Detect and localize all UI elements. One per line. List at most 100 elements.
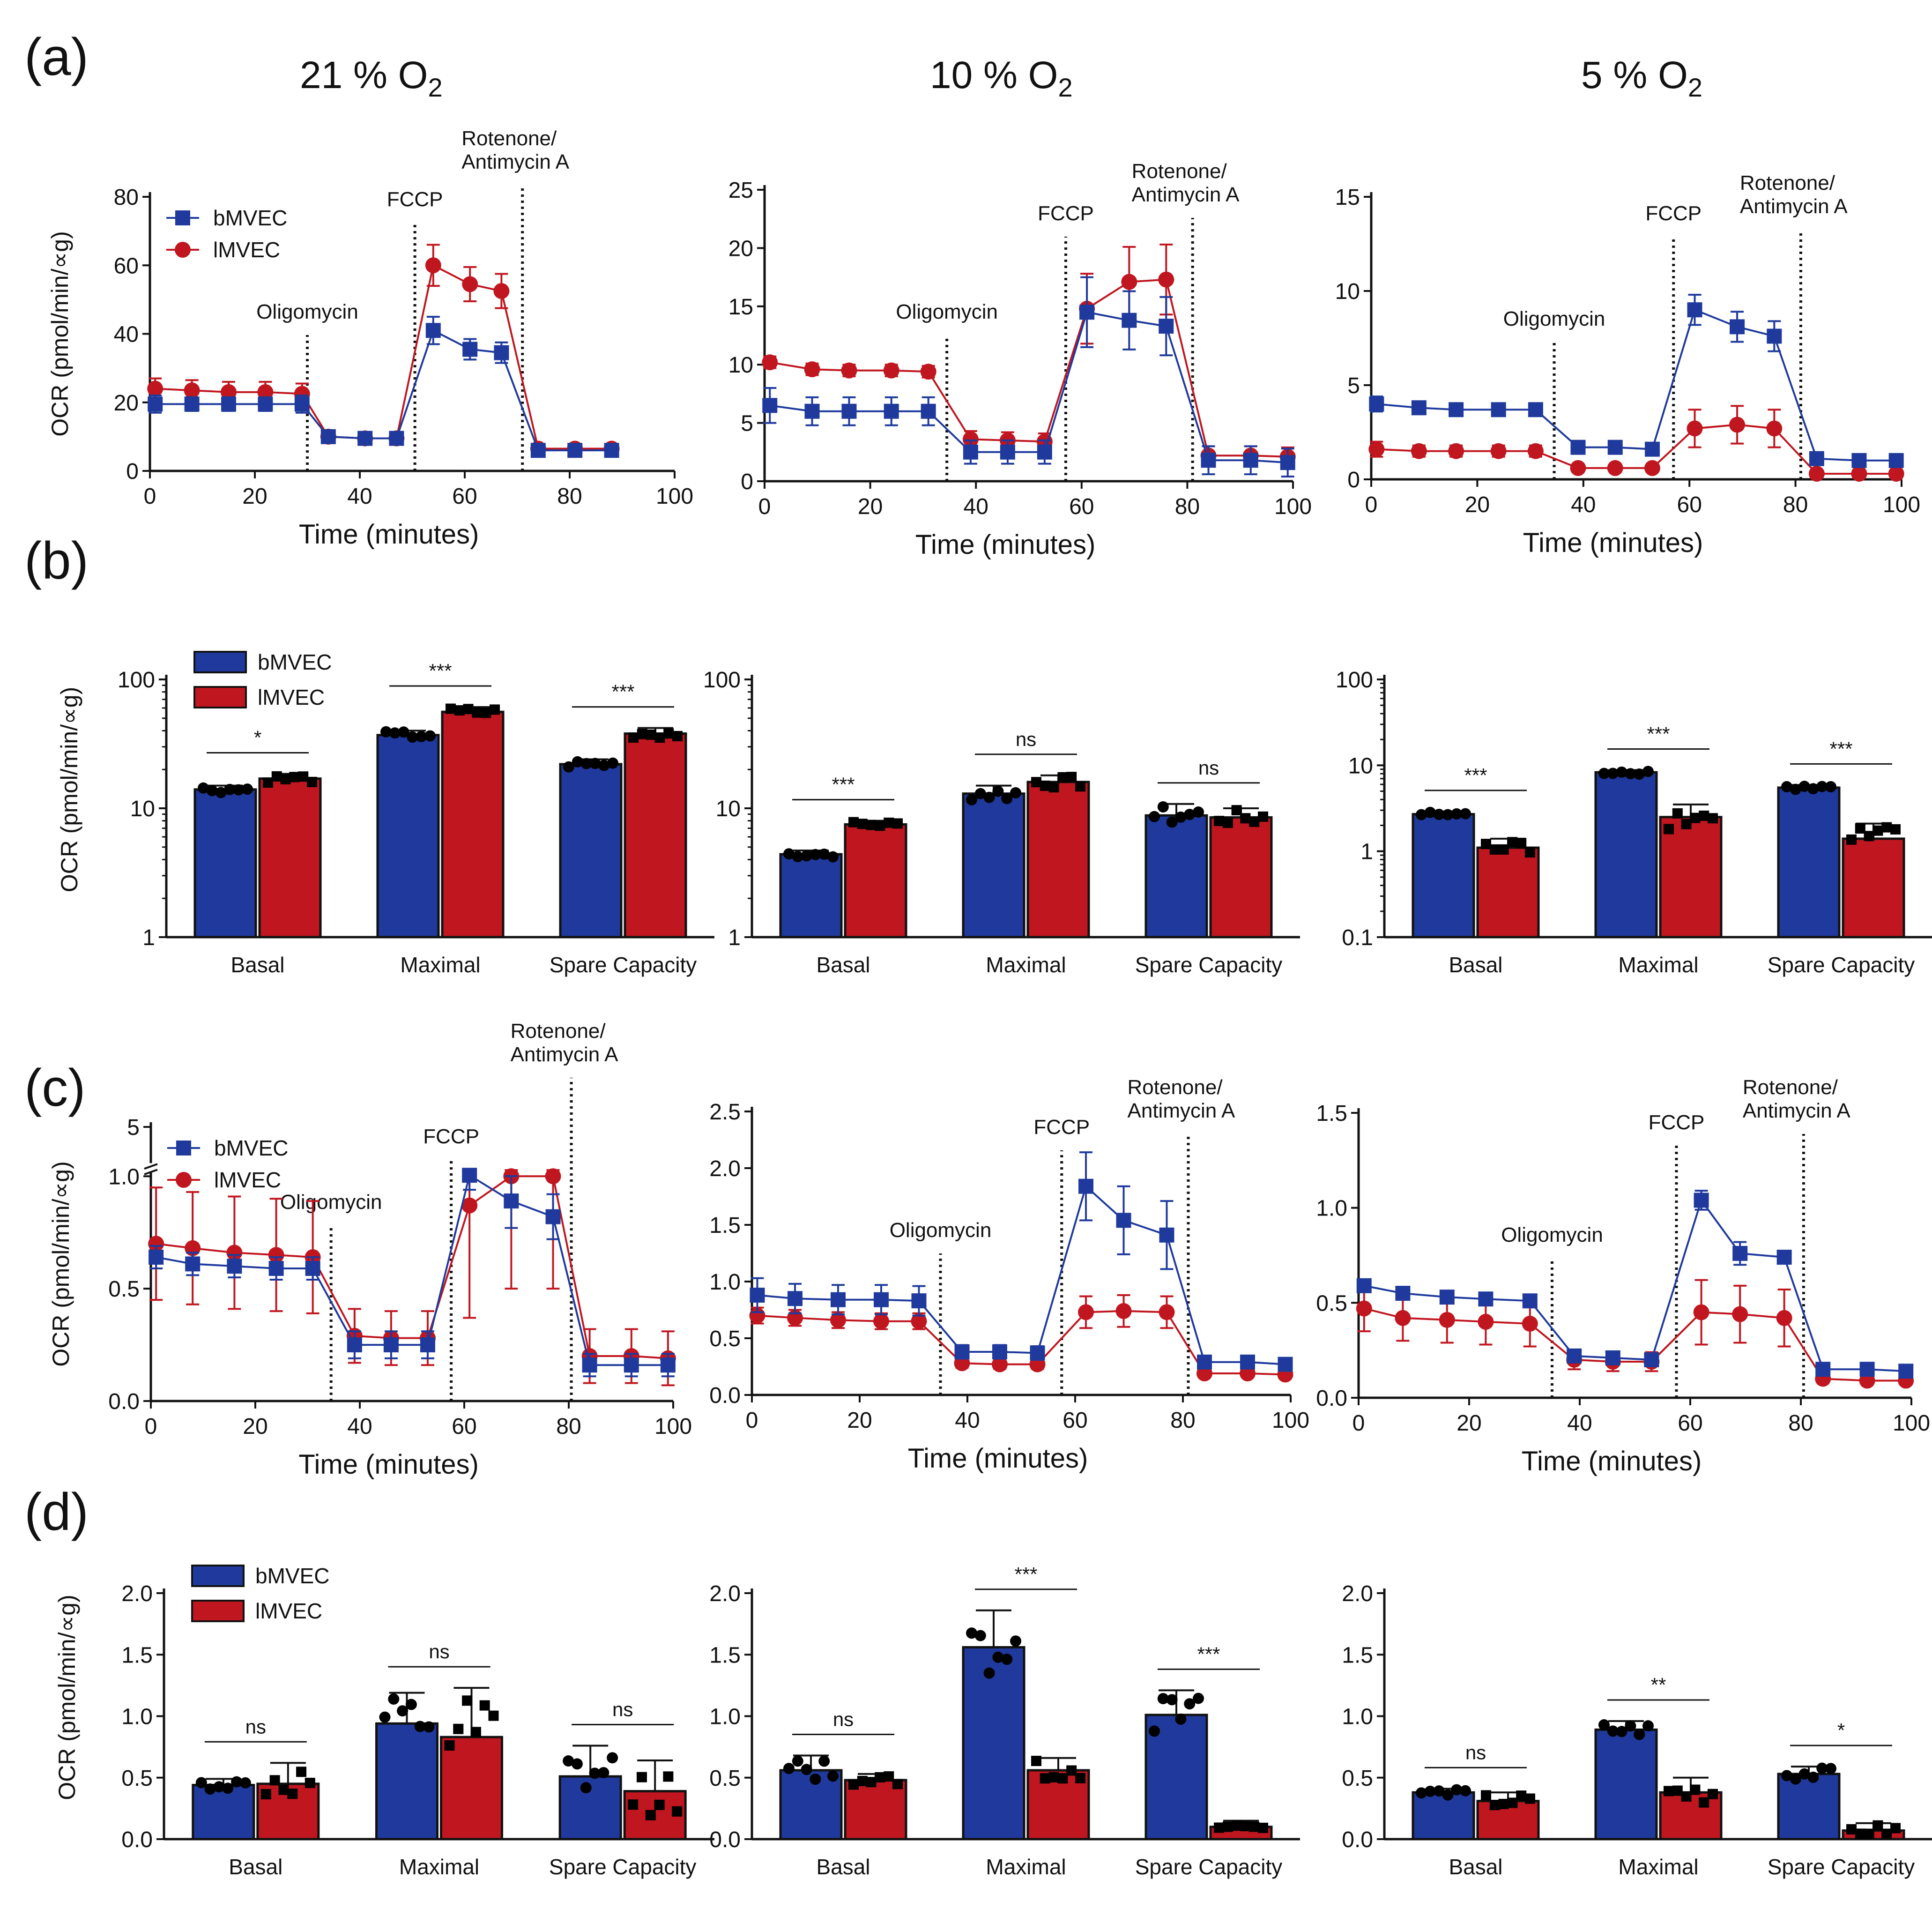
column-title-10-main: 10 % O bbox=[930, 54, 1058, 97]
replicate-dot bbox=[1184, 809, 1196, 820]
replicate-dot bbox=[1798, 1768, 1810, 1780]
replicate-dot bbox=[233, 784, 245, 796]
y-axis-title: OCR (pmol/min/∝g) bbox=[56, 687, 82, 893]
x-tick-label: 80 bbox=[557, 484, 582, 509]
replicate-square bbox=[1489, 1800, 1500, 1811]
data-point-bMVEC bbox=[462, 1168, 477, 1183]
injection-label: FCCP bbox=[1645, 202, 1702, 225]
x-tick-label: 20 bbox=[242, 484, 267, 509]
replicate-dot bbox=[1166, 816, 1178, 828]
data-point-bMVEC bbox=[1694, 1193, 1709, 1208]
data-point-lMVEC bbox=[911, 1313, 927, 1329]
legend-marker-lMVEC bbox=[176, 1172, 192, 1188]
replicate-dot bbox=[1451, 1784, 1463, 1796]
data-point-bMVEC bbox=[227, 1259, 242, 1274]
significance-label: ** bbox=[1651, 1674, 1666, 1696]
column-title-21: 21 % O2 bbox=[300, 54, 443, 102]
replicate-square bbox=[1708, 1789, 1718, 1799]
replicate-square bbox=[1040, 1773, 1050, 1784]
replicate-dot bbox=[801, 1764, 812, 1775]
data-point-bMVEC bbox=[1607, 440, 1623, 455]
replicate-dot bbox=[589, 1767, 601, 1779]
replicate-dot bbox=[974, 788, 986, 799]
bar-bMVEC-spare-capacity bbox=[1144, 814, 1208, 939]
replicate-square bbox=[1516, 1790, 1527, 1801]
data-point-bMVEC bbox=[1570, 440, 1586, 455]
injection-label-line: Rotenone/ bbox=[461, 127, 557, 150]
replicate-dot bbox=[1001, 1654, 1013, 1665]
data-point-bMVEC bbox=[1197, 1354, 1212, 1370]
replicate-square bbox=[1489, 844, 1500, 855]
axis-break-mark bbox=[144, 1163, 158, 1170]
data-point-lMVEC bbox=[1121, 274, 1137, 290]
replicate-square bbox=[672, 731, 683, 741]
replicate-dot bbox=[1781, 1770, 1792, 1782]
replicate-dot bbox=[1010, 787, 1021, 798]
replicate-square bbox=[1240, 813, 1251, 824]
data-point-lMVEC bbox=[1115, 1303, 1132, 1319]
data-point-bMVEC bbox=[383, 1337, 399, 1353]
replicate-square bbox=[1690, 1784, 1701, 1795]
replicate-square bbox=[1864, 1828, 1874, 1839]
column-title-21-sub: 2 bbox=[428, 73, 442, 102]
replicate-dot bbox=[1010, 1635, 1021, 1647]
replicate-dot bbox=[1166, 1694, 1178, 1706]
data-point-bMVEC bbox=[1528, 402, 1543, 417]
significance-label: ns bbox=[833, 1708, 854, 1730]
replicate-dot bbox=[966, 1627, 977, 1639]
replicate-square bbox=[305, 1777, 315, 1788]
replicate-square bbox=[463, 704, 474, 715]
data-point-bMVEC bbox=[545, 1209, 561, 1224]
replicate-square bbox=[289, 772, 300, 783]
x-axis-title: Time (minutes) bbox=[908, 1443, 1088, 1474]
x-axis-title: Time (minutes) bbox=[299, 519, 479, 550]
y-tick-label: 5 bbox=[127, 1115, 140, 1140]
replicate-square bbox=[1057, 772, 1068, 783]
data-point-bMVEC bbox=[1278, 1357, 1293, 1372]
data-point-lMVEC bbox=[883, 362, 899, 379]
x-tick-label: 40 bbox=[347, 484, 372, 509]
injection-label: Oligomycin bbox=[890, 1219, 992, 1242]
y-tick-label: 2.0 bbox=[1342, 1581, 1373, 1606]
replicate-square bbox=[462, 1695, 473, 1706]
x-category-label: Basal bbox=[230, 953, 284, 977]
series-line-bMVEC bbox=[757, 1185, 1286, 1365]
replicate-square bbox=[1498, 1798, 1509, 1809]
legend-marker-bMVEC bbox=[176, 1141, 191, 1156]
injection-label-line: FCCP bbox=[1033, 1116, 1090, 1139]
significance-label: ns bbox=[612, 1699, 633, 1721]
replicate-dot bbox=[1790, 1773, 1801, 1785]
replicate-square bbox=[1708, 813, 1718, 824]
replicate-dot bbox=[1781, 781, 1792, 792]
replicate-square bbox=[1846, 1824, 1857, 1834]
chart-c2-line-10: 0.0 0.5 1.0 1.5 2.0 2.5 0 20 40 60 80 100 Time (minu… bbox=[709, 1076, 1309, 1474]
data-point-lMVEC bbox=[1888, 465, 1904, 482]
data-point-bMVEC bbox=[1030, 1345, 1045, 1361]
injection-label: Oligomycin bbox=[896, 300, 998, 323]
replicate-square bbox=[280, 774, 291, 784]
replicate-dot bbox=[974, 1630, 986, 1641]
x-tick-label: 80 bbox=[556, 1414, 581, 1439]
replicate-square bbox=[1231, 1820, 1242, 1831]
y-tick-label: 2.0 bbox=[709, 1581, 741, 1606]
y-tick-label: 1.0 bbox=[709, 1705, 741, 1730]
significance-label: *** bbox=[1647, 723, 1670, 745]
data-point-lMVEC bbox=[461, 1197, 478, 1214]
injection-label-line: Oligomycin bbox=[896, 300, 998, 323]
injection-label: FCCP bbox=[1033, 1116, 1090, 1139]
legend-label-lMVEC: lMVEC bbox=[214, 1168, 281, 1192]
replicate-square bbox=[1066, 772, 1077, 783]
y-axis-title: OCR (pmol/min/∝g) bbox=[54, 1595, 80, 1800]
data-point-bMVEC bbox=[582, 1357, 597, 1373]
data-point-lMVEC bbox=[1478, 1313, 1494, 1330]
replicate-dot bbox=[818, 848, 830, 860]
y-tick-label: 10 bbox=[130, 797, 155, 821]
replicate-dot bbox=[405, 1699, 417, 1710]
replicate-square bbox=[1672, 1785, 1683, 1796]
injection-label: FCCP bbox=[1038, 202, 1094, 225]
y-tick-label: 100 bbox=[703, 668, 741, 693]
data-point-bMVEC bbox=[1439, 1290, 1455, 1305]
injection-label-line: Rotenone/ bbox=[1132, 160, 1227, 183]
injection-label-line: Antimycin A bbox=[461, 150, 570, 173]
replicate-square bbox=[1699, 1797, 1709, 1808]
